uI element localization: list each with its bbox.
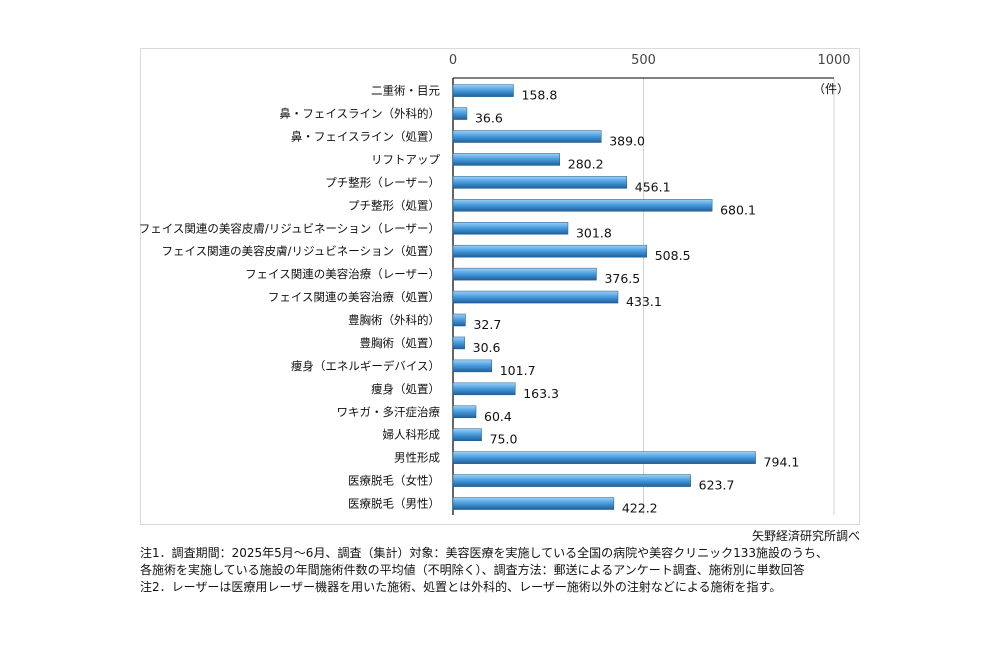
- data-label: 158.8: [522, 88, 558, 103]
- data-label: 389.0: [609, 133, 645, 148]
- category-label: 豊胸術（処置）: [360, 336, 441, 350]
- bar: [452, 474, 691, 487]
- category-label: フェイス関連の美容治療（レーザー）: [245, 267, 440, 281]
- bar: [452, 84, 514, 97]
- data-label: 794.1: [764, 455, 800, 470]
- category-label: 医療脱毛（女性）: [348, 474, 440, 488]
- x-tick-label: 0: [449, 53, 457, 68]
- category-label: 豊胸術（外科的）: [348, 313, 440, 327]
- category-label: 婦人科形成: [383, 428, 441, 442]
- x-tick-label: 1000: [817, 53, 850, 68]
- note-1b: 各施術を実施している施設の年間施術件数の平均値（不明除く）、調査方法：郵送による…: [140, 563, 805, 577]
- bar: [452, 130, 602, 143]
- category-label: フェイス関連の美容皮膚/リジュビネーション（処置）: [162, 244, 441, 258]
- category-label: 鼻・フェイスライン（外科的）: [279, 107, 440, 121]
- note-1a: 注1．調査期間：2025年5月～6月、調査（集計）対象：美容医療を実施している全…: [140, 546, 828, 560]
- data-label: 60.4: [484, 409, 512, 424]
- category-label: プチ整形（処置）: [348, 198, 440, 212]
- data-label: 433.1: [626, 294, 662, 309]
- category-label: フェイス関連の美容皮膚/リジュビネーション（レーザー）: [139, 221, 440, 235]
- note-2: 注2．レーザーは医療用レーザー機器を用いた施術、処置とは外科的、レーザー施術以外…: [140, 580, 782, 594]
- bar: [452, 428, 482, 441]
- bar: [452, 405, 477, 419]
- bar: [452, 107, 468, 120]
- data-label: 680.1: [720, 202, 756, 217]
- data-label: 422.2: [622, 501, 658, 516]
- bar: [452, 359, 492, 373]
- bar: [452, 199, 713, 212]
- data-label: 623.7: [699, 478, 735, 493]
- category-label: 痩身（エネルギーデバイス）: [291, 359, 440, 373]
- chart-frame: [140, 48, 860, 525]
- category-label: 医療脱毛（男性）: [348, 497, 440, 511]
- source-note: 矢野経済研究所調べ: [751, 529, 860, 543]
- x-tick-label: 500: [631, 53, 656, 68]
- category-label: ワキガ・多汗症治療: [337, 405, 441, 419]
- bar: [452, 153, 561, 166]
- category-label: 男性形成: [394, 451, 440, 465]
- category-label: フェイス関連の美容治療（処置）: [268, 290, 440, 304]
- category-label: 二重術・目元: [371, 84, 440, 98]
- bar: [452, 451, 756, 464]
- bar: [452, 176, 628, 189]
- data-label: 32.7: [473, 317, 501, 332]
- unit-label: （件）: [813, 82, 849, 96]
- bar: [452, 267, 597, 281]
- category-label: 鼻・フェイスライン（処置）: [291, 129, 440, 143]
- data-label: 75.0: [490, 432, 518, 447]
- data-label: 456.1: [635, 179, 671, 194]
- data-label: 30.6: [473, 340, 501, 355]
- data-label: 280.2: [568, 156, 604, 171]
- category-label: プチ整形（レーザー）: [325, 175, 440, 189]
- bar: [452, 222, 569, 235]
- data-label: 508.5: [655, 248, 691, 263]
- bar: [452, 336, 465, 350]
- bar: [452, 244, 647, 258]
- data-label: 101.7: [500, 363, 536, 378]
- bar: [452, 290, 619, 304]
- data-label: 301.8: [576, 225, 612, 240]
- data-label: 163.3: [523, 386, 559, 401]
- data-label: 36.6: [475, 111, 503, 126]
- category-label: 痩身（処置）: [371, 382, 440, 396]
- notes: 注1．調査期間：2025年5月～6月、調査（集計）対象：美容医療を実施している全…: [140, 545, 828, 596]
- bar: [452, 497, 615, 510]
- bar: [452, 313, 466, 327]
- bar: [452, 382, 516, 396]
- data-label: 376.5: [604, 271, 640, 286]
- category-label: リフトアップ: [371, 152, 440, 166]
